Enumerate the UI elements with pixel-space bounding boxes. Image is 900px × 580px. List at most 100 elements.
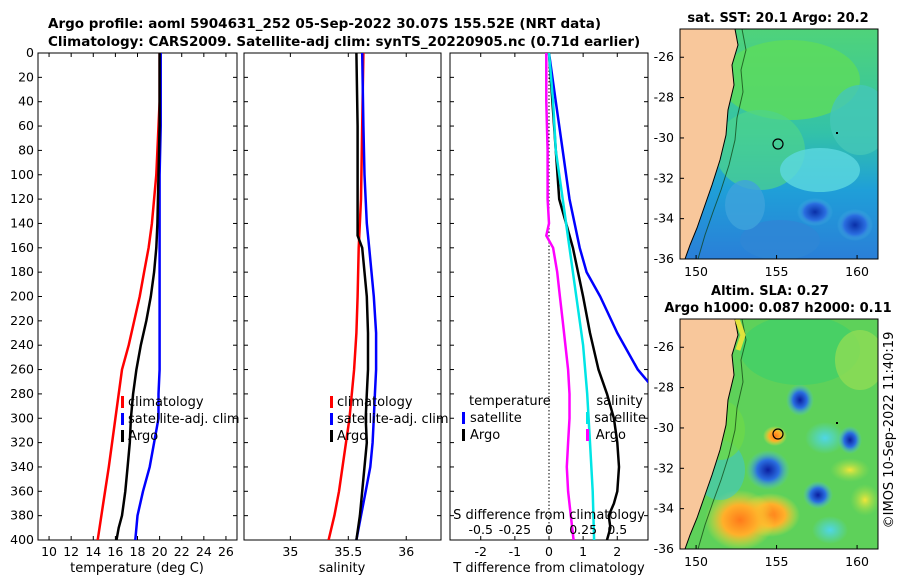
x-tick-label: -1 xyxy=(509,544,521,559)
x-tick-label: 14 xyxy=(85,544,101,559)
lat-tick-label: -34 xyxy=(654,501,674,516)
s-diff-tick-label: 0.25 xyxy=(569,522,597,537)
t-difference-axis-ticks: -2 -1 0 1 2 xyxy=(474,53,621,559)
temperature-xlabel: temperature (deg C) xyxy=(70,561,204,576)
legend-label-climatology: climatology xyxy=(128,395,204,410)
s-diff-tick-label: 0 xyxy=(545,522,553,537)
depth-tick-label: 240 xyxy=(10,337,34,352)
s-diff-tick-label: 0.5 xyxy=(607,522,627,537)
lat-tick-label: -26 xyxy=(654,49,674,64)
depth-tick-label: 200 xyxy=(10,289,34,304)
depth-tick-label: 140 xyxy=(10,215,34,230)
depth-tick-label: 220 xyxy=(10,313,34,328)
salinity-legend[interactable]: climatology satellite-adj. clim Argo xyxy=(330,395,449,444)
argo-location-marker[interactable] xyxy=(772,138,784,150)
temperature-legend[interactable]: climatology satellite-adj. clim Argo xyxy=(121,395,240,444)
sla-map-panel: Altim. SLA: 0.27 Argo h1000: 0.087 h2000… xyxy=(654,284,892,569)
legend-swatch-satellite xyxy=(121,413,124,425)
depth-tick-label: 180 xyxy=(10,264,34,279)
lon-tick-label: 155 xyxy=(765,264,789,279)
argo-location-marker[interactable] xyxy=(772,428,784,440)
depth-tick-label: 400 xyxy=(10,532,34,547)
sst-map-panel: sat. SST: 20.1 Argo: 20.2 150 155 160 -26 -2… xyxy=(654,11,879,279)
salinity-panel: 35 35.5 36 climatology satellite-adj. clim… xyxy=(243,52,449,576)
legend-swatch-t-satellite xyxy=(462,412,465,424)
sst-map-title: sat. SST: 20.1 Argo: 20.2 xyxy=(687,11,868,26)
sla-map-title-line1: Altim. SLA: 0.27 xyxy=(711,284,829,299)
difference-depth-ticks xyxy=(450,52,648,541)
lon-tick-label: 150 xyxy=(684,264,708,279)
x-tick-label: 26 xyxy=(218,544,234,559)
difference-temperature-legend[interactable]: temperature satellite Argo xyxy=(462,394,551,443)
temperature-axis-ticks: 10 12 14 16 18 20 22 24 26 xyxy=(41,53,234,559)
figure-title-line1: Argo profile: aoml 5904631_252 05-Sep-20… xyxy=(48,16,601,32)
x-tick-label: 22 xyxy=(174,544,190,559)
x-tick-label: 10 xyxy=(41,544,57,559)
lat-tick-label: -30 xyxy=(654,420,674,435)
series-line-climatology xyxy=(327,53,365,540)
depth-tick-label: 60 xyxy=(18,118,34,133)
depth-tick-label: 20 xyxy=(18,69,34,84)
lat-tick-label: -36 xyxy=(654,251,674,266)
depth-tick-label: 260 xyxy=(10,362,34,377)
depth-tick-label: 100 xyxy=(10,167,34,182)
s-diff-tick-label: -0.25 xyxy=(499,522,531,537)
x-tick-label: 24 xyxy=(196,544,212,559)
legend-label-s-satellite: satellite xyxy=(594,411,646,426)
depth-tick-label: 380 xyxy=(10,508,34,523)
salinity-xlabel: salinity xyxy=(319,561,366,576)
legend-label-satellite: satellite-adj. clim xyxy=(337,412,449,427)
x-tick-label: 36 xyxy=(398,544,414,559)
temperature-panel: 0 20 40 60 80 100 120 140 160 180 200 220 240 260 280 3… xyxy=(10,45,239,576)
salinity-depth-ticks xyxy=(244,52,441,541)
difference-series xyxy=(545,53,648,540)
lat-tick-label: -32 xyxy=(654,460,674,475)
salinity-series xyxy=(327,53,378,540)
temperature-series xyxy=(96,53,162,540)
x-tick-label: 2 xyxy=(613,544,621,559)
series-line-climatology xyxy=(96,53,161,540)
x-tick-label: 12 xyxy=(63,544,79,559)
legend-swatch-s-satellite xyxy=(586,412,589,424)
legend-label-argo: Argo xyxy=(337,429,367,444)
series-line-argo xyxy=(115,53,161,540)
temperature-axes-frame xyxy=(37,52,238,541)
legend-swatch-argo xyxy=(121,430,124,442)
series-line-satellite-adj-clim xyxy=(355,53,378,540)
x-tick-label: 1 xyxy=(579,544,587,559)
lon-tick-label: 150 xyxy=(684,554,708,569)
x-tick-label: 35 xyxy=(282,544,298,559)
sst-map-image xyxy=(680,29,878,259)
legend-label-climatology: climatology xyxy=(337,395,413,410)
legend-label-t-satellite: satellite xyxy=(470,411,522,426)
lon-tick-label: 160 xyxy=(845,554,869,569)
legend-title-temperature: temperature xyxy=(469,394,551,409)
lat-tick-label: -28 xyxy=(654,380,674,395)
sla-map-axis-ticks: 150 155 160 -26 -28 -30 -32 -34 -36 xyxy=(654,339,869,569)
s-difference-axis-label: S difference from climatology xyxy=(453,508,645,523)
imos-timestamp-watermark: ©IMOS 10-Sep-2022 11:40:19 xyxy=(882,332,897,529)
depth-tick-label: 320 xyxy=(10,435,34,450)
series-line-s-satellite xyxy=(547,53,596,540)
lon-tick-label: 155 xyxy=(765,554,789,569)
sst-map-axis-ticks: 150 155 160 -26 -28 -30 -32 -34 -36 xyxy=(654,49,869,279)
t-difference-axis-label: T difference from climatology xyxy=(452,561,645,576)
s-difference-axis-ticks: -0.5 -0.25 0 0.25 0.5 xyxy=(469,522,628,537)
x-tick-label: 16 xyxy=(107,544,123,559)
legend-swatch-t-argo xyxy=(462,429,465,441)
salinity-axis-ticks: 35 35.5 36 xyxy=(282,53,414,559)
legend-label-t-argo: Argo xyxy=(470,428,500,443)
legend-swatch-satellite xyxy=(330,413,333,425)
sst-map-frame xyxy=(679,28,879,260)
depth-tick-label: 80 xyxy=(18,142,34,157)
x-tick-label: 18 xyxy=(130,544,146,559)
difference-panel: -2 -1 0 1 2 temperature satellite Argo salin… xyxy=(449,52,649,576)
legend-swatch-climatology xyxy=(330,396,333,408)
sla-map-frame xyxy=(679,318,879,550)
difference-salinity-legend[interactable]: salinity satellite Argo xyxy=(586,394,646,443)
lat-tick-label: -28 xyxy=(654,90,674,105)
lat-tick-label: -36 xyxy=(654,541,674,556)
lon-tick-label: 160 xyxy=(845,264,869,279)
depth-tick-label: 340 xyxy=(10,459,34,474)
